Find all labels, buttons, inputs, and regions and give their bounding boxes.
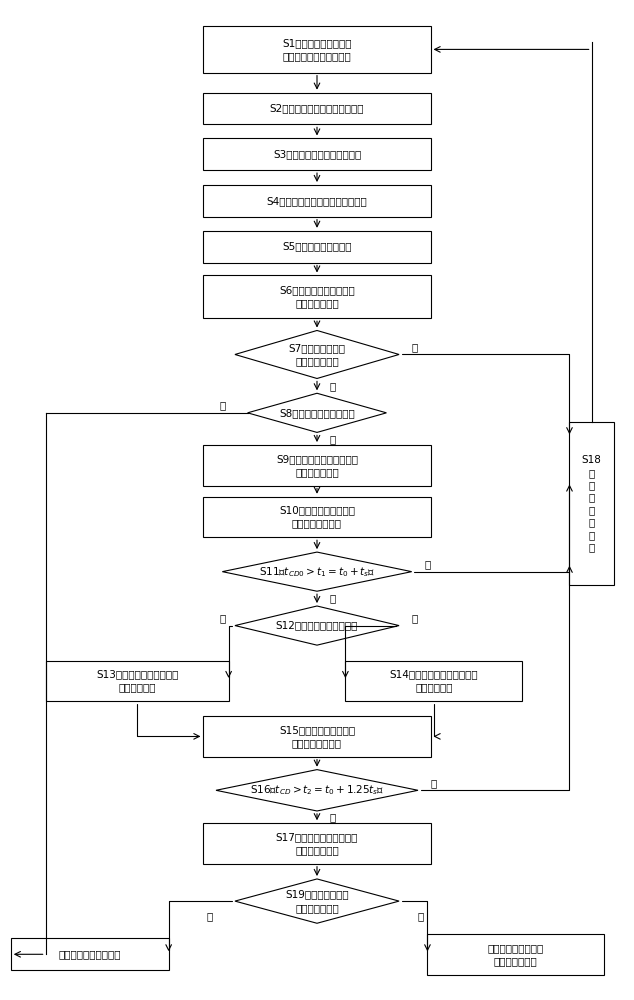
Text: S15：基于当前裂纹尺寸
计算持久断裂寿命: S15：基于当前裂纹尺寸 计算持久断裂寿命 (279, 725, 355, 748)
Text: 否: 否 (418, 911, 424, 921)
Text: S14：计算非稳态蠕变阶段的
蠕变裂纹扩展: S14：计算非稳态蠕变阶段的 蠕变裂纹扩展 (389, 669, 478, 693)
Text: S11：$t_{CD0} > t_1 = t_0+t_s$？: S11：$t_{CD0} > t_1 = t_0+t_s$？ (259, 565, 375, 579)
FancyBboxPatch shape (204, 138, 430, 170)
Text: 否: 否 (424, 559, 430, 569)
Text: S10：基于初始裂纹尺寸
计算持久断裂寿命: S10：基于初始裂纹尺寸 计算持久断裂寿命 (279, 505, 355, 529)
FancyBboxPatch shape (204, 26, 430, 73)
FancyBboxPatch shape (204, 231, 430, 263)
Text: S4：无裂纹体弹性应力分析和分类: S4：无裂纹体弹性应力分析和分类 (267, 196, 367, 206)
FancyBboxPatch shape (46, 661, 229, 701)
FancyBboxPatch shape (204, 823, 430, 864)
FancyBboxPatch shape (427, 934, 604, 975)
FancyBboxPatch shape (569, 422, 614, 585)
Text: 否: 否 (411, 342, 418, 352)
Text: 是: 是 (219, 400, 226, 410)
Text: S16：$t_{CD} > t_2 = t_0+1.25t_s$？: S16：$t_{CD} > t_2 = t_0+1.25t_s$？ (250, 783, 384, 797)
Polygon shape (235, 606, 399, 645)
FancyBboxPatch shape (204, 93, 430, 124)
Text: S12：处于稳态蠕变阶段？: S12：处于稳态蠕变阶段？ (276, 621, 358, 631)
Text: 是: 是 (207, 911, 213, 921)
Text: 否: 否 (411, 613, 418, 623)
Text: S1：获得被评定对象的
详细资料与材料性能数据: S1：获得被评定对象的 详细资料与材料性能数据 (282, 38, 352, 61)
Text: S19：当前裂纹尺寸
安全或可接受？: S19：当前裂纹尺寸 安全或可接受？ (285, 890, 349, 913)
Text: 是: 是 (330, 594, 336, 604)
Polygon shape (247, 393, 387, 432)
FancyBboxPatch shape (204, 716, 430, 757)
FancyBboxPatch shape (204, 445, 430, 486)
Text: S5：裂纹表征与规则化: S5：裂纹表征与规则化 (282, 242, 352, 252)
Polygon shape (235, 330, 399, 378)
Text: 是: 是 (330, 812, 336, 822)
Text: 是: 是 (219, 613, 226, 623)
FancyBboxPatch shape (204, 275, 430, 318)
Text: 被评定对象可继续服役: 被评定对象可继续服役 (58, 949, 121, 959)
FancyBboxPatch shape (11, 938, 169, 970)
Text: 被评定对象需维修、
更换部件或退役: 被评定对象需维修、 更换部件或退役 (488, 943, 544, 966)
FancyBboxPatch shape (346, 661, 522, 701)
Text: S8：免于蠕变失效分析？: S8：免于蠕变失效分析？ (279, 408, 355, 418)
Text: S9：计算一次载荷参考应力
与应力强度因子: S9：计算一次载荷参考应力 与应力强度因子 (276, 454, 358, 477)
Polygon shape (216, 770, 418, 811)
FancyBboxPatch shape (204, 185, 430, 217)
Text: S2：确定被评定对象的评估寿命: S2：确定被评定对象的评估寿命 (269, 103, 365, 113)
Polygon shape (223, 552, 411, 591)
Text: S6：基于初始裂纹尺寸的
泄漏和断裂评定: S6：基于初始裂纹尺寸的 泄漏和断裂评定 (279, 285, 355, 308)
Text: S13：计算稳态蠕变阶段的
蠕变裂纹扩展: S13：计算稳态蠕变阶段的 蠕变裂纹扩展 (96, 669, 178, 693)
FancyBboxPatch shape (204, 497, 430, 537)
Polygon shape (235, 879, 399, 923)
Text: 否: 否 (430, 778, 437, 788)
Text: S7：初始裂纹尺寸
安全或可接受？: S7：初始裂纹尺寸 安全或可接受？ (288, 343, 346, 366)
Text: S17：基于当前裂纹尺寸的
泄漏和断裂评定: S17：基于当前裂纹尺寸的 泄漏和断裂评定 (276, 832, 358, 855)
Text: 是: 是 (330, 381, 336, 391)
Text: 否: 否 (330, 434, 336, 444)
Text: S3：确定加载条件和温度历史: S3：确定加载条件和温度历史 (273, 149, 361, 159)
Text: S18
：
改
进
评
估
过
程: S18 ： 改 进 评 估 过 程 (581, 455, 602, 552)
